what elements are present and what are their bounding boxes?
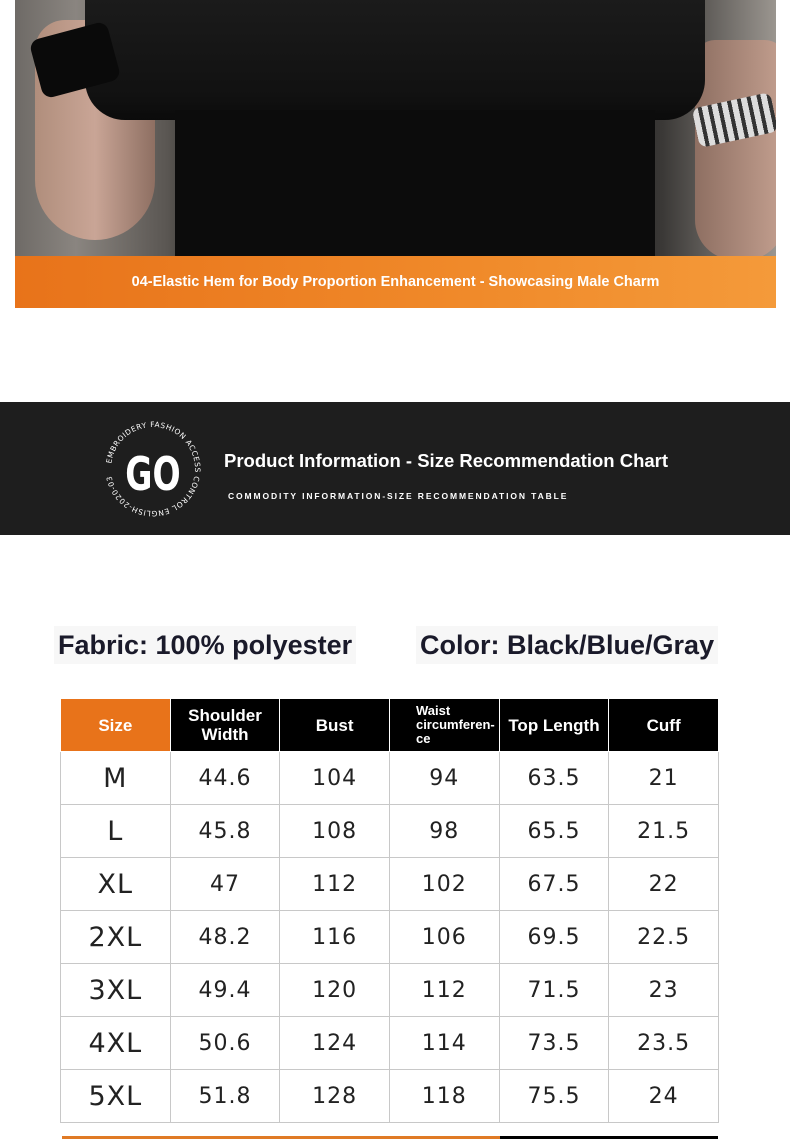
table-cell: 24	[608, 1069, 719, 1123]
table-cell: 128	[279, 1069, 390, 1123]
table-cell: 94	[388, 751, 500, 805]
table-cell: 47	[169, 857, 281, 911]
table-cell: 98	[388, 804, 500, 858]
table-cell: 104	[279, 751, 390, 805]
section-header	[0, 402, 790, 535]
table-cell: 124	[279, 1016, 390, 1070]
table-cell: 2XL	[60, 910, 171, 964]
table-cell: 50.6	[169, 1016, 281, 1070]
product-photo: 04-Elastic Hem for Body Proportion Enhan…	[15, 0, 776, 308]
table-cell: 23.5	[608, 1016, 719, 1070]
table-cell: 48.2	[169, 910, 281, 964]
table-cell: 21.5	[608, 804, 719, 858]
table-cell: 45.8	[169, 804, 281, 858]
table-header-row: Size Shoulder Width Bust Waist circumfer…	[60, 698, 719, 752]
table-cell: 49.4	[169, 963, 281, 1017]
table-cell: 4XL	[60, 1016, 171, 1070]
table-cell: 106	[388, 910, 500, 964]
header-bust: Bust	[279, 698, 390, 752]
svg-text:GO: GO	[125, 447, 180, 501]
table-row: M 44.6 104 94 63.5 21	[60, 751, 719, 805]
table-row: 4XL 50.6 124 114 73.5 23.5	[60, 1016, 719, 1070]
table-cell: 63.5	[498, 751, 610, 805]
section-subtitle: COMMODITY INFORMATION-SIZE RECOMMENDATIO…	[228, 491, 569, 501]
table-cell: 71.5	[498, 963, 610, 1017]
section-title: Product Information - Size Recommendatio…	[224, 450, 669, 471]
table-cell: 112	[279, 857, 390, 911]
table-cell: 22	[608, 857, 719, 911]
header-waist: Waist circumferen-ce	[388, 698, 500, 752]
color-label: Color: Black/Blue/Gray	[416, 626, 719, 664]
divider-orange	[62, 1136, 500, 1139]
table-cell: 108	[279, 804, 390, 858]
table-cell: 22.5	[608, 910, 719, 964]
table-row: 2XL 48.2 116 106 69.5 22.5	[60, 910, 719, 964]
caption-banner: 04-Elastic Hem for Body Proportion Enhan…	[15, 256, 776, 308]
table-cell: 73.5	[498, 1016, 610, 1070]
table-cell: 102	[388, 857, 500, 911]
table-cell: M	[60, 751, 171, 805]
table-cell: 118	[388, 1069, 500, 1123]
size-table: Size Shoulder Width Bust Waist circumfer…	[60, 698, 719, 1123]
table-cell: 65.5	[498, 804, 610, 858]
table-cell: 21	[608, 751, 719, 805]
table-cell: 5XL	[60, 1069, 171, 1123]
table-cell: 116	[279, 910, 390, 964]
table-cell: 112	[388, 963, 500, 1017]
fabric-label: Fabric: 100% polyester	[54, 626, 357, 664]
table-row: L 45.8 108 98 65.5 21.5	[60, 804, 719, 858]
table-cell: XL	[60, 857, 171, 911]
table-row: 3XL 49.4 120 112 71.5 23	[60, 963, 719, 1017]
table-cell: 120	[279, 963, 390, 1017]
table-cell: 23	[608, 963, 719, 1017]
table-row: XL 47 112 102 67.5 22	[60, 857, 719, 911]
table-cell: 67.5	[498, 857, 610, 911]
shirt-hem	[85, 0, 705, 120]
table-row: 5XL 51.8 128 118 75.5 24	[60, 1069, 719, 1123]
header-shoulder: Shoulder Width	[169, 698, 281, 752]
table-cell: L	[60, 804, 171, 858]
right-arm	[695, 40, 776, 260]
header-top-length: Top Length	[498, 698, 610, 752]
table-cell: 44.6	[169, 751, 281, 805]
table-cell: 69.5	[498, 910, 610, 964]
table-cell: 114	[388, 1016, 500, 1070]
table-cell: 3XL	[60, 963, 171, 1017]
divider-black	[500, 1136, 718, 1139]
table-cell: 51.8	[169, 1069, 281, 1123]
header-size: Size	[60, 698, 171, 752]
header-cuff: Cuff	[608, 698, 719, 752]
photo-caption: 04-Elastic Hem for Body Proportion Enhan…	[131, 274, 660, 290]
table-cell: 75.5	[498, 1069, 610, 1123]
go-logo: EMBROIDERY FASHION ACCESS CONTROL ENGLIS…	[104, 420, 201, 518]
